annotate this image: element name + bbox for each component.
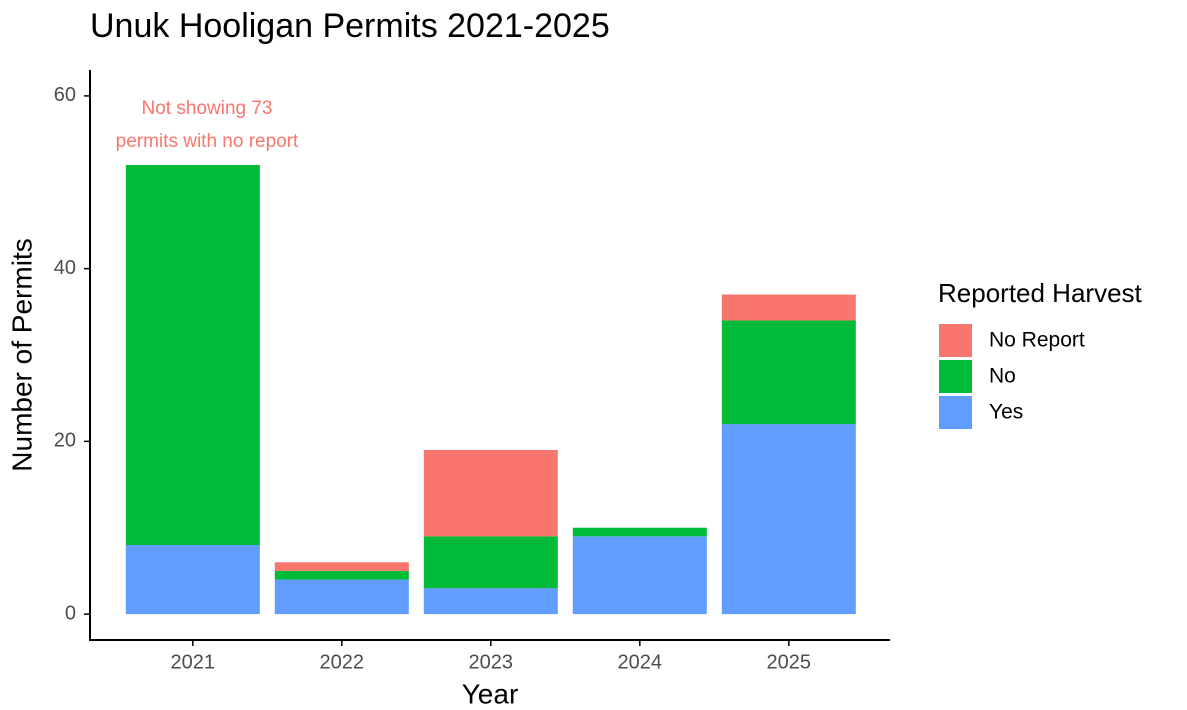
annotation: Not showing 73	[142, 98, 273, 119]
bar-segment	[423, 536, 558, 589]
legend-title: Reported Harvest	[938, 278, 1143, 308]
bar-segment	[721, 294, 856, 321]
x-tick-label: 2024	[618, 651, 663, 673]
legend-swatch	[939, 360, 972, 393]
bar-segment	[721, 424, 856, 615]
legend-label: Yes	[989, 401, 1023, 424]
bar-segment	[423, 588, 558, 615]
annotation: permits with no report	[116, 131, 299, 152]
bar-segment	[125, 165, 260, 545]
bar-segment	[274, 562, 409, 571]
bar-segment	[572, 527, 707, 537]
y-tick-label: 40	[54, 257, 76, 279]
legend-swatch	[939, 396, 972, 429]
bar-segment	[125, 545, 260, 615]
bar-segment	[572, 536, 707, 615]
x-tick-label: 2021	[171, 651, 216, 673]
x-axis-title: Year	[462, 678, 519, 709]
legend-label: No Report	[989, 329, 1085, 352]
chart-title: Unuk Hooligan Permits 2021-2025	[90, 7, 610, 45]
legend-label: No	[989, 365, 1016, 388]
y-tick-label: 0	[65, 602, 76, 624]
x-tick-label: 2023	[469, 651, 514, 673]
y-tick-label: 20	[54, 430, 76, 452]
x-tick-label: 2025	[767, 651, 812, 673]
bar-segment	[721, 320, 856, 425]
legend-swatch	[939, 324, 972, 357]
y-tick-label: 60	[54, 84, 76, 106]
y-axis-title: Number of Permits	[6, 238, 37, 471]
bar-segment	[274, 579, 409, 615]
bar-segment	[274, 570, 409, 580]
bar-segment	[423, 450, 558, 537]
x-tick-label: 2022	[320, 651, 365, 673]
